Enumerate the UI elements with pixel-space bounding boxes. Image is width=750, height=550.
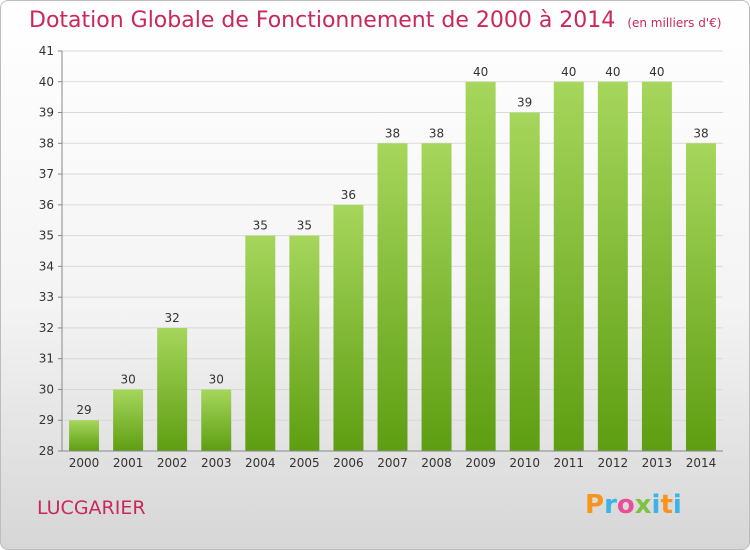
- x-tick-label: 2005: [289, 456, 320, 470]
- bar: [245, 235, 276, 451]
- data-label: 29: [76, 403, 91, 417]
- x-tick-label: 2010: [509, 456, 540, 470]
- y-tick-label: 39: [39, 106, 54, 120]
- x-tick-label: 2008: [421, 456, 452, 470]
- data-label: 32: [165, 311, 180, 325]
- x-tick-label: 2011: [553, 456, 584, 470]
- logo-letter: o: [616, 490, 635, 520]
- y-tick-label: 35: [39, 229, 54, 243]
- data-label: 36: [341, 188, 356, 202]
- logo-letter: x: [634, 490, 652, 520]
- bar: [421, 143, 452, 452]
- y-tick-label: 30: [39, 382, 54, 396]
- bar: [597, 81, 628, 452]
- logo-letter: i: [651, 490, 661, 520]
- bar: [333, 204, 364, 451]
- x-tick-label: 2000: [69, 456, 100, 470]
- bar: [553, 81, 584, 452]
- y-tick-label: 33: [39, 290, 54, 304]
- x-tick-label: 2014: [686, 456, 717, 470]
- x-tick-label: 2003: [201, 456, 232, 470]
- y-tick-label: 28: [39, 444, 54, 458]
- bar: [69, 420, 100, 451]
- bar: [685, 143, 716, 452]
- logo-letter: r: [604, 490, 617, 520]
- x-tick-label: 2004: [245, 456, 276, 470]
- x-tick-label: 2001: [113, 456, 144, 470]
- data-label: 38: [385, 126, 400, 140]
- y-tick-label: 36: [39, 198, 54, 212]
- x-tick-label: 2012: [598, 456, 629, 470]
- bar: [509, 112, 540, 452]
- data-label: 30: [120, 372, 135, 386]
- y-tick-label: 32: [39, 321, 54, 335]
- y-tick-label: 38: [39, 136, 54, 150]
- chart-title-unit: (en milliers d'€): [627, 16, 722, 30]
- axes: 28 29 30 31 32 33 34 35 36 37 38 39 40 41 2000 2001 2002…: [39, 44, 723, 470]
- x-tick-label: 2013: [642, 456, 673, 470]
- logo-letter: P: [585, 490, 605, 520]
- chart-title-main: Dotation Globale de Fonctionnement de 20…: [29, 8, 616, 33]
- logo-letter: t: [660, 490, 673, 520]
- data-label: 38: [693, 126, 708, 140]
- bar: [113, 389, 144, 451]
- y-tick-label: 34: [39, 259, 54, 273]
- data-label: 38: [429, 126, 444, 140]
- y-tick-label: 37: [39, 167, 54, 181]
- bar: [289, 235, 320, 451]
- data-label: 35: [297, 219, 312, 233]
- data-label: 39: [517, 96, 532, 110]
- y-tick-label: 41: [39, 44, 54, 58]
- bars: [69, 81, 716, 452]
- y-tick-label: 31: [39, 352, 54, 366]
- data-label: 40: [605, 65, 620, 79]
- bar: [641, 81, 672, 452]
- data-label: 40: [473, 65, 488, 79]
- commune-name: LUCGARIER: [37, 497, 146, 519]
- bar: [157, 327, 188, 451]
- x-tick-label: 2007: [377, 456, 408, 470]
- data-label: 40: [649, 65, 664, 79]
- bar: [465, 81, 496, 452]
- x-tick-label: 2006: [333, 456, 364, 470]
- logo-letter: i: [672, 490, 682, 520]
- proxiti-logo: Proxiti: [585, 490, 682, 520]
- bar: [377, 143, 408, 452]
- chart-title: Dotation Globale de Fonctionnement de 20…: [29, 8, 721, 33]
- data-label: 40: [561, 65, 576, 79]
- data-label: 35: [253, 219, 268, 233]
- y-tick-label: 29: [39, 413, 54, 427]
- y-tick-label: 40: [39, 75, 54, 89]
- x-tick-label: 2002: [157, 456, 188, 470]
- data-labels: 29 30 32 30 35 35 36 38 38 40 39 40 40 40 38: [76, 65, 708, 417]
- x-tick-label: 2009: [465, 456, 496, 470]
- bar: [201, 389, 232, 451]
- data-label: 30: [209, 372, 224, 386]
